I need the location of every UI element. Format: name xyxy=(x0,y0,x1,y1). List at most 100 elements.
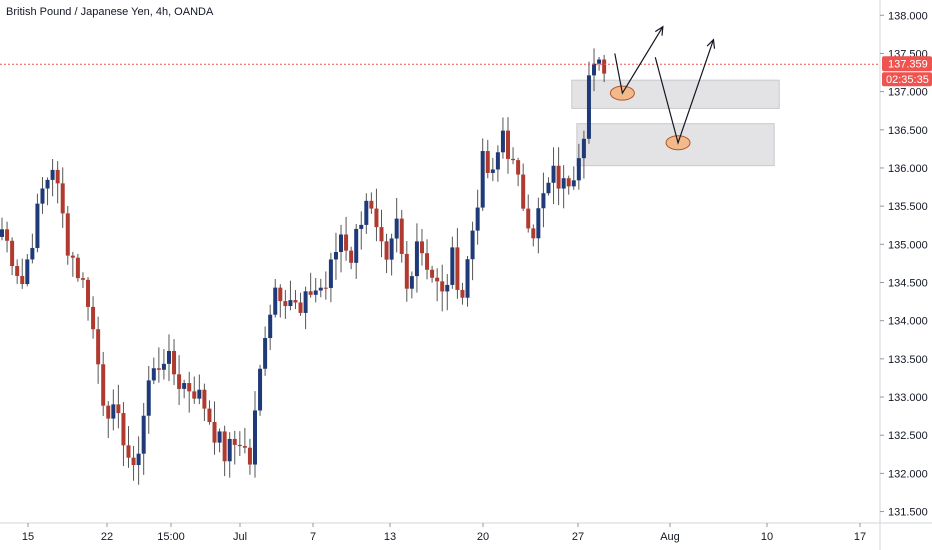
candle-body xyxy=(136,453,141,466)
candle-body xyxy=(409,276,414,289)
candle-body xyxy=(551,165,556,183)
candle-body xyxy=(156,368,161,370)
candle xyxy=(298,292,303,316)
candle-body xyxy=(369,200,374,209)
candle xyxy=(465,255,470,307)
candle-body xyxy=(571,180,576,187)
candle xyxy=(333,232,338,280)
candle-body xyxy=(430,269,435,278)
candle-body xyxy=(131,457,136,466)
candle-body xyxy=(227,438,232,462)
candle xyxy=(293,290,298,310)
candle-body xyxy=(273,287,278,315)
candle xyxy=(50,159,55,197)
candle-body xyxy=(151,368,156,381)
candle-body xyxy=(106,405,111,419)
candle-body xyxy=(40,188,45,204)
candle xyxy=(339,224,344,273)
candle-body xyxy=(247,447,252,465)
candle-body xyxy=(0,229,4,237)
candle-body xyxy=(70,255,75,258)
y-tick-label: 133.000 xyxy=(888,392,928,404)
candle xyxy=(141,403,146,475)
candle-body xyxy=(146,380,151,416)
x-tick-label: Aug xyxy=(660,531,680,543)
candle xyxy=(571,166,576,190)
candle xyxy=(60,167,65,228)
y-tick-label: 134.000 xyxy=(888,316,928,328)
candle xyxy=(187,371,192,413)
candle xyxy=(197,374,202,405)
candle xyxy=(182,379,187,399)
candle xyxy=(288,280,293,311)
candle xyxy=(511,147,516,165)
candle-body xyxy=(490,169,495,173)
candle-body xyxy=(602,59,607,74)
candle xyxy=(480,138,485,211)
candle-body xyxy=(192,391,197,399)
candle xyxy=(445,274,450,311)
candle-body xyxy=(526,208,531,229)
candle xyxy=(536,197,541,254)
candle xyxy=(242,427,247,454)
candle-body xyxy=(253,410,257,465)
candle xyxy=(602,54,607,83)
arrow-head xyxy=(654,25,664,36)
candle-body xyxy=(495,152,500,170)
candle-body xyxy=(217,431,222,443)
candle-body xyxy=(121,413,126,446)
candle xyxy=(379,209,384,258)
candle xyxy=(419,229,424,266)
candle-body xyxy=(303,291,308,313)
candle xyxy=(121,402,126,467)
y-tick-label: 132.000 xyxy=(888,468,928,480)
candle xyxy=(384,233,389,274)
x-tick-label: 27 xyxy=(572,531,584,543)
x-tick-label: Jul xyxy=(233,531,247,543)
x-tick-label: 17 xyxy=(854,531,866,543)
candle-body xyxy=(556,165,561,189)
candle-body xyxy=(323,287,328,289)
candle xyxy=(475,189,480,245)
candle xyxy=(592,48,597,92)
last-price-tag xyxy=(882,56,932,72)
candle-body xyxy=(35,203,40,248)
candle xyxy=(5,221,10,253)
candle xyxy=(399,209,404,263)
candle-body xyxy=(30,247,35,260)
candle-body xyxy=(425,253,430,270)
candle xyxy=(96,316,101,384)
candle xyxy=(526,194,531,233)
candle xyxy=(409,271,414,299)
candle-body xyxy=(182,383,187,389)
chart-title: British Pound / Japanese Yen, 4h, OANDA xyxy=(6,6,214,18)
candle xyxy=(430,265,435,283)
candle xyxy=(202,383,207,421)
candle xyxy=(566,175,571,195)
candle-body xyxy=(126,445,131,458)
candle-body xyxy=(25,259,30,285)
candle-body xyxy=(521,174,526,209)
x-tick-label: 15:00 xyxy=(157,531,185,543)
candle xyxy=(247,438,252,475)
candle xyxy=(258,364,263,416)
candle xyxy=(273,279,278,318)
candle xyxy=(516,157,521,187)
x-tick-label: 20 xyxy=(477,531,489,543)
x-tick-label: 13 xyxy=(384,531,396,543)
candle-body xyxy=(354,228,359,263)
candle xyxy=(136,436,141,485)
candle-body xyxy=(480,151,485,208)
candle-body xyxy=(197,389,202,399)
candle xyxy=(263,326,268,376)
x-tick-label: 15 xyxy=(22,531,34,543)
candle-body xyxy=(278,287,283,302)
candle xyxy=(192,376,197,404)
y-tick-label: 135.500 xyxy=(888,201,928,213)
candle-body xyxy=(359,224,364,229)
candle-body xyxy=(349,250,354,263)
y-tick-label: 137.000 xyxy=(888,87,928,99)
